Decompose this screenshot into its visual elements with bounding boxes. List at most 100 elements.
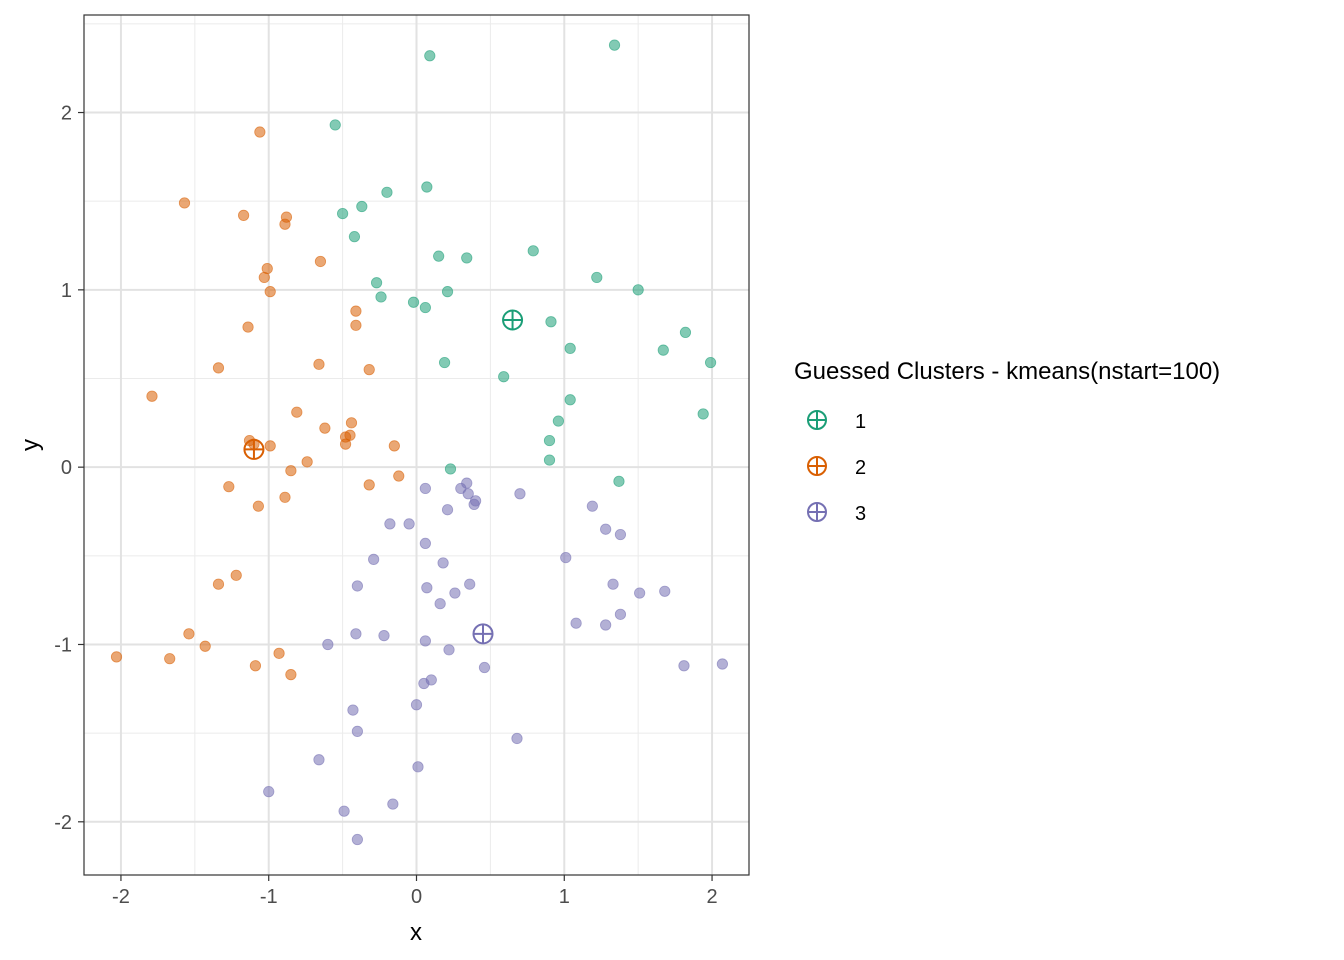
- data-point-cluster-3: [560, 551, 572, 564]
- data-point-cluster-3: [614, 528, 627, 541]
- data-point-cluster-1: [564, 342, 576, 354]
- data-point-cluster-2: [164, 653, 176, 665]
- data-point-cluster-3: [449, 587, 461, 599]
- y-axis-title: y: [17, 439, 44, 451]
- data-point-cluster-2: [249, 660, 262, 672]
- data-point-cluster-3: [351, 580, 363, 592]
- data-point-cluster-3: [600, 619, 612, 631]
- data-point-cluster-2: [285, 465, 297, 477]
- data-point-cluster-2: [254, 126, 266, 138]
- data-point-cluster-3: [419, 537, 431, 550]
- data-point-cluster-1: [433, 250, 445, 262]
- data-point-cluster-2: [279, 491, 291, 503]
- data-point-cluster-3: [600, 523, 612, 535]
- data-point-cluster-1: [356, 200, 368, 213]
- y-tick-label: 1: [61, 280, 72, 302]
- data-point-cluster-2: [314, 255, 327, 268]
- data-point-cluster-1: [679, 326, 692, 339]
- data-point-cluster-2: [350, 319, 362, 331]
- data-point-cluster-1: [375, 291, 387, 303]
- data-point-cluster-2: [279, 218, 291, 230]
- x-tick-label: 2: [706, 886, 717, 908]
- data-point-cluster-1: [337, 207, 349, 220]
- data-point-cluster-3: [419, 482, 431, 495]
- data-point-cluster-3: [412, 761, 424, 773]
- centroid-cluster-3: [472, 623, 494, 645]
- data-point-cluster-3: [437, 557, 449, 569]
- x-axis-ticks: -2 -1 0 1 2: [112, 875, 718, 908]
- data-point-cluster-2: [363, 479, 375, 491]
- x-tick-label: 0: [411, 886, 422, 908]
- data-point-cluster-1: [421, 181, 433, 193]
- data-point-cluster-2: [319, 422, 331, 434]
- centroid-cluster-2: [243, 438, 265, 460]
- data-point-cluster-2: [301, 456, 313, 468]
- data-point-cluster-2: [199, 640, 211, 652]
- data-point-cluster-1: [348, 231, 361, 243]
- data-point-cluster-3: [659, 585, 671, 597]
- data-point-cluster-1: [381, 186, 393, 198]
- data-point-cluster-3: [434, 598, 446, 610]
- data-point-cluster-2: [242, 321, 254, 333]
- data-point-cluster-2: [230, 569, 242, 581]
- data-point-cluster-1: [564, 394, 576, 406]
- data-point-cluster-3: [351, 833, 363, 846]
- y-tick-label: 0: [61, 457, 72, 479]
- data-point-cluster-3: [384, 518, 396, 530]
- data-point-cluster-2: [258, 271, 270, 284]
- data-point-cluster-2: [223, 481, 235, 493]
- data-point-cluster-3: [607, 578, 619, 590]
- cluster-centroids: [243, 309, 524, 645]
- legend: 1 2 3: [807, 410, 866, 525]
- data-point-cluster-2: [345, 417, 358, 429]
- data-point-cluster-1: [441, 286, 454, 298]
- data-point-cluster-1: [543, 454, 556, 466]
- y-tick-label: 2: [61, 103, 72, 125]
- data-point-cluster-1: [613, 475, 625, 487]
- y-tick-label: -1: [54, 634, 72, 656]
- data-point-cluster-2: [291, 406, 303, 418]
- data-point-cluster-2: [146, 390, 158, 402]
- data-point-cluster-2: [339, 438, 352, 450]
- data-point-cluster-2: [363, 364, 375, 376]
- data-point-cluster-3: [350, 628, 362, 640]
- data-point-cluster-1: [498, 371, 510, 383]
- data-point-cluster-3: [347, 704, 359, 716]
- data-point-cluster-1: [657, 344, 669, 356]
- data-point-cluster-2: [252, 500, 264, 512]
- data-point-cluster-1: [438, 356, 451, 369]
- data-point-cluster-1: [527, 245, 539, 257]
- data-point-cluster-2: [212, 362, 225, 374]
- data-point-cluster-2: [212, 578, 225, 590]
- legend-key-cluster-2: [807, 456, 827, 476]
- legend-label-cluster-3: 3: [855, 503, 866, 525]
- data-point-cluster-3: [462, 488, 474, 500]
- data-point-cluster-3: [614, 608, 627, 620]
- data-point-cluster-3: [263, 786, 275, 798]
- data-point-cluster-2: [388, 440, 400, 452]
- data-point-cluster-3: [421, 582, 433, 594]
- data-point-cluster-2: [264, 286, 276, 298]
- data-point-cluster-3: [716, 658, 729, 670]
- data-point-cluster-1: [424, 50, 436, 62]
- data-point-cluster-3: [570, 617, 582, 629]
- data-point-cluster-2: [264, 440, 276, 452]
- data-points: [110, 39, 729, 846]
- data-point-cluster-1: [461, 252, 473, 264]
- legend-key-cluster-3: [807, 502, 827, 522]
- data-point-cluster-3: [634, 587, 646, 599]
- data-point-cluster-1: [329, 119, 341, 131]
- data-point-cluster-1: [704, 356, 717, 369]
- data-point-cluster-3: [410, 699, 423, 711]
- legend-key-cluster-1: [807, 410, 827, 430]
- data-point-cluster-2: [273, 647, 285, 659]
- data-point-cluster-3: [678, 660, 690, 672]
- data-point-cluster-3: [418, 677, 430, 690]
- data-point-cluster-2: [285, 669, 297, 681]
- data-point-cluster-3: [586, 500, 598, 512]
- x-tick-label: -1: [260, 886, 278, 908]
- data-point-cluster-3: [403, 518, 415, 530]
- data-point-cluster-1: [545, 316, 557, 328]
- data-point-cluster-2: [238, 209, 250, 221]
